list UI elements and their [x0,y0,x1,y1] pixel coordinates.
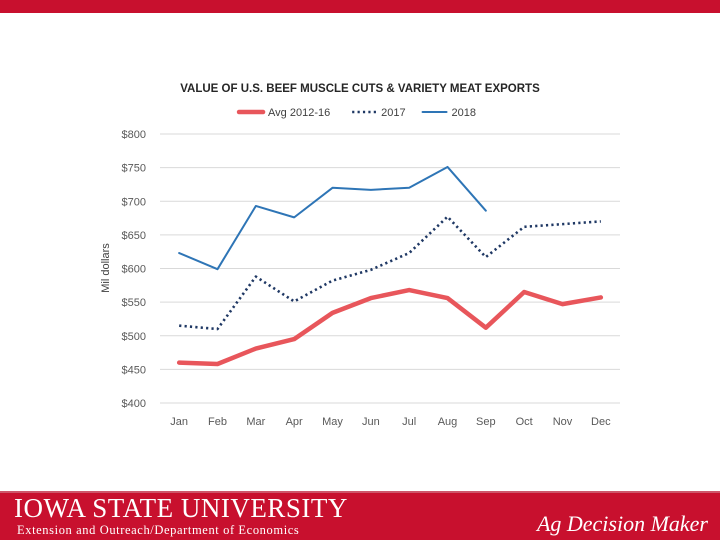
university-wordmark: Iowa State University [14,493,348,523]
legend-label: Avg 2012-16 [268,107,330,119]
x-tick-label: Sep [476,416,496,428]
y-tick-label: $800 [122,129,146,141]
slide-body [0,13,720,491]
chart-title: VALUE OF U.S. BEEF MUSCLE CUTS & VARIETY… [180,83,540,95]
series-layer [176,165,604,367]
y-tick-label: $450 [122,364,146,376]
x-tick-label: Aug [438,416,458,428]
x-tick-label: Jun [362,416,380,428]
series-line [179,215,601,331]
line-chart: VALUE OF U.S. BEEF MUSCLE CUTS & VARIETY… [100,83,620,428]
x-tick-label: Oct [516,416,533,428]
y-tick-label: $750 [122,163,146,175]
x-axis-ticks: Jan Feb Mar Apr May Jun Jul Aug Sep Oct Nov Dec [170,416,611,428]
x-tick-label: Dec [591,416,611,428]
y-tick-label: $600 [122,264,146,276]
series-2018 [178,165,487,271]
chart-legend: Avg 2012-16 2017 2018 [236,107,476,119]
y-tick-label: $550 [122,297,146,309]
y-axis-label: Mil dollars [100,243,112,293]
footer-bar: Iowa State University Extension and Outr… [0,491,720,540]
y-tick-label: $700 [122,196,146,208]
x-tick-label: Jan [170,416,188,428]
series-2017 [179,215,601,331]
chart-gridlines [160,133,620,404]
ag-decision-maker-logo: Ag Decision Maker [536,511,708,536]
legend-label: 2018 [452,107,476,119]
x-tick-label: Feb [208,416,227,428]
y-axis-ticks: $400 $450 $500 $550 $600 $650 $700 $750 $800 [122,129,146,410]
y-tick-label: $400 [122,398,146,410]
y-tick-label: $500 [122,331,146,343]
x-tick-label: Mar [246,416,265,428]
series-line [176,287,604,367]
series-line [178,165,487,271]
footer-divider [0,491,720,493]
department-text: Extension and Outreach/Department of Eco… [17,523,300,537]
y-tick-label: $650 [122,230,146,242]
legend-label: 2017 [381,107,405,119]
x-tick-label: Jul [402,416,416,428]
x-tick-label: May [322,416,343,428]
x-tick-label: Nov [553,416,573,428]
series-avg-2012-16 [176,287,604,367]
x-tick-label: Apr [286,416,303,428]
top-brand-bar [0,0,720,13]
